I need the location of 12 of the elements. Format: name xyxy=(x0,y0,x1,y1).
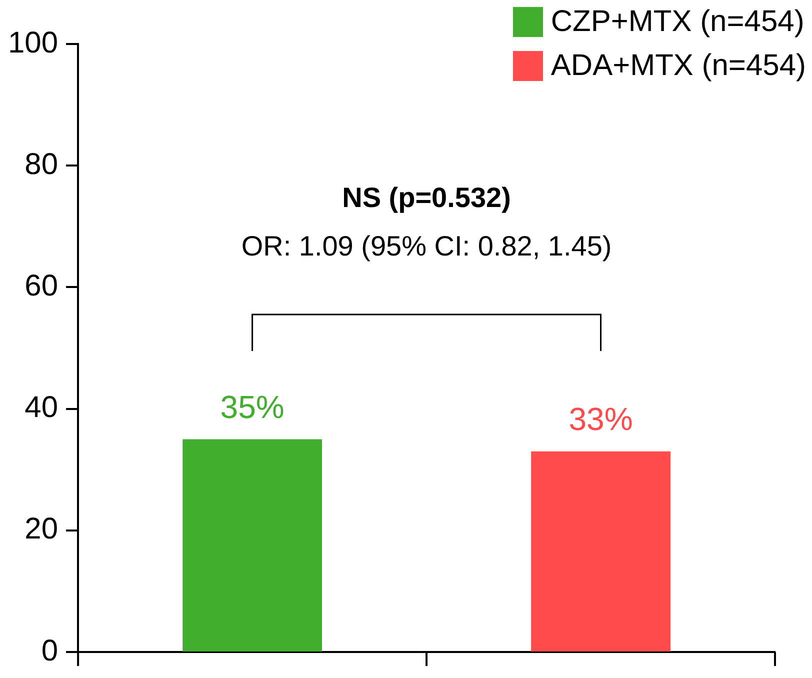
data-label: 35% xyxy=(220,389,284,426)
y-tick-label: 40 xyxy=(24,391,58,424)
y-tick-label: 20 xyxy=(24,512,58,546)
legend-label: CZP+MTX (n=454) xyxy=(550,5,804,39)
data-label: 33% xyxy=(568,401,633,438)
annotation: NS (p=0.532) xyxy=(342,182,511,213)
legend-label: ADA+MTX (n=454) xyxy=(550,49,806,83)
y-tick-label: 80 xyxy=(24,148,58,181)
y-tick-label: 60 xyxy=(24,269,58,302)
y-tick-label: 0 xyxy=(41,634,58,668)
y-tick-label: 100 xyxy=(8,26,58,60)
annotation: OR: 1.09 (95% CI: 0.82, 1.45) xyxy=(241,230,612,262)
